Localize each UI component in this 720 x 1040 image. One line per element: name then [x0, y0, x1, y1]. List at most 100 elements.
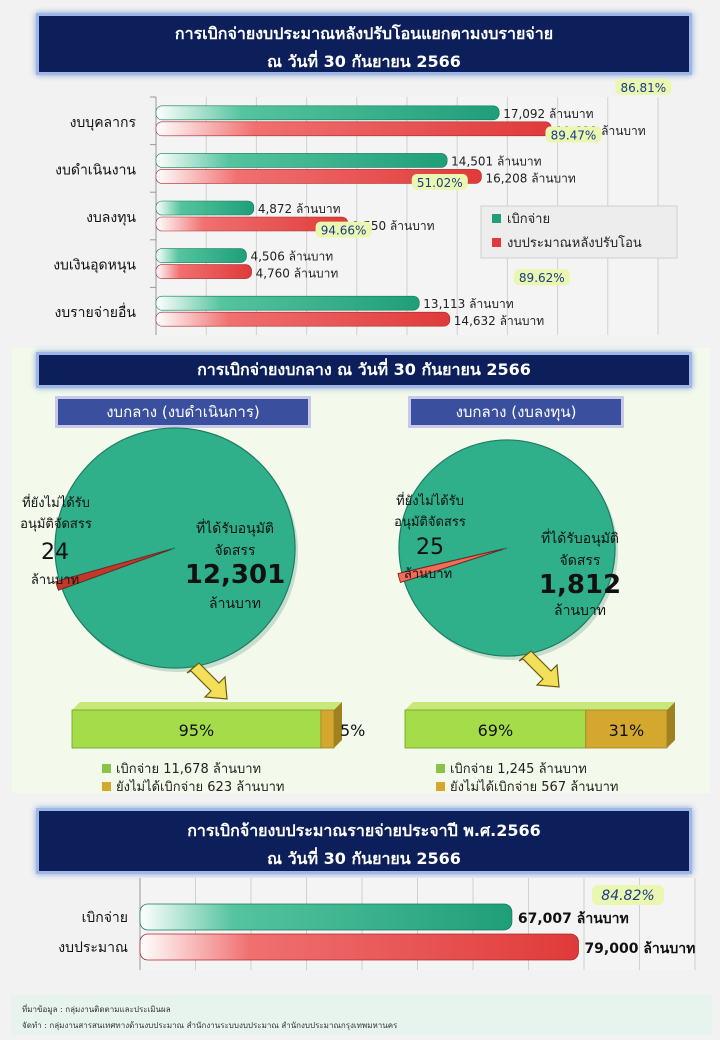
- left-approved-label-line1: ที่ได้รับอนุมัติ: [195, 521, 275, 537]
- left-pie-subtitle: งบกลาง (งบดำเนินการ): [55, 396, 311, 428]
- percent-badge: [513, 269, 570, 286]
- bar-disbursed: [155, 153, 448, 168]
- bar-disbursed: [139, 903, 513, 931]
- bar-disbursed: [155, 295, 420, 311]
- value-label: 67,007 ล้านบาท: [518, 911, 629, 927]
- right-pending-unit: ล้านบาท: [403, 567, 453, 582]
- value-label: 79,000 ล้านบาท: [584, 941, 695, 957]
- right-pending-label-line2: อนุมัติจัดสรร: [394, 515, 466, 530]
- bottom-chart-title: การเบิกจ้ายงบประมาณรายจ่ายประจาปี พ.ศ.25…: [36, 808, 692, 874]
- left-breakdown-bar: 95% 5%: [71, 702, 365, 749]
- bar-disbursed: [155, 105, 500, 121]
- budget-value-label: 9,550 ล้านบาท: [352, 219, 435, 233]
- category-label: งบประมาณ: [58, 940, 128, 956]
- bar-segment-remaining: [320, 709, 335, 749]
- category-label: งบบุคลากร: [70, 115, 137, 131]
- right-breakdown-legend-remaining-text: ยังไม่ได้เบิกจ่าย 567 ล้านบาท: [450, 780, 619, 795]
- footer-source: ที่มาข้อมูล : กลุ่มงานติดตามและประเมินผล: [22, 1005, 171, 1014]
- category-label: เบิกจ่าย: [82, 910, 128, 926]
- left-breakdown-legend-disbursed: เบิกจ่าย 11,678 ล้านบาท: [102, 758, 261, 779]
- bottom-title-line1: การเบิกจ้ายงบประมาณรายจ่ายประจาปี พ.ศ.25…: [187, 821, 541, 840]
- bar-label-remaining: 31%: [609, 721, 645, 740]
- right-arrow-icon: [518, 650, 560, 688]
- percent-label: 86.81%: [620, 81, 666, 95]
- right-pie-slice-pending: [397, 548, 504, 583]
- left-approved-value: 12,301: [184, 560, 286, 590]
- left-pending-label: ที่ยังไม่ได้รับ อนุมัติจัดสรร: [0, 492, 112, 534]
- left-pie-slice-pending: [55, 548, 172, 591]
- right-pending-value: 25: [416, 535, 444, 560]
- right-approved-unit: ล้านบาท: [554, 603, 606, 619]
- right-approved-label-line1: ที่ได้รับอนุมัติ: [540, 531, 620, 547]
- top-chart-title: การเบิกจ่ายงบประมาณหลังปรับโอนแยกตามงบรา…: [36, 13, 692, 75]
- footer: ที่มาข้อมูล : กลุ่มงานติดตามและประเมินผล…: [10, 995, 712, 1035]
- right-approved-label-line2: จัดสรร: [559, 553, 601, 569]
- legend-green-marker: [102, 764, 111, 773]
- bar-label-disbursed: 95%: [179, 721, 215, 740]
- disbursed-value-label: 4,506 ล้านบาท: [250, 250, 333, 264]
- percent-label: 51.02%: [417, 176, 463, 190]
- legend-marker-budget: [492, 238, 501, 247]
- right-breakdown-legend-disbursed-text: เบิกจ่าย 1,245 ล้านบาท: [450, 762, 587, 777]
- top-title-line2: ณ วันที่ 30 กันยายน 2566: [267, 52, 461, 71]
- bar-segment-disbursed: [404, 709, 587, 749]
- middle-title: การเบิกจ่ายงบกลาง ณ วันที่ 30 กันยายน 25…: [197, 360, 531, 379]
- percent-label: 94.66%: [321, 224, 367, 238]
- legend-gold-marker: [102, 782, 111, 791]
- middle-chart-title: การเบิกจ่ายงบกลาง ณ วันที่ 30 กันยายน 25…: [36, 352, 692, 388]
- bar-budget: [155, 311, 451, 327]
- left-breakdown-legend-disbursed-text: เบิกจ่าย 11,678 ล้านบาท: [116, 762, 262, 777]
- bar-side-face: [334, 702, 342, 748]
- top-legend: เบิกจ่ายงบประมาณหลังปรับโอน: [480, 205, 678, 259]
- disbursed-value-label: 4,872 ล้านบาท: [258, 202, 341, 216]
- bar-budget: [139, 933, 579, 961]
- percent-label: 84.82%: [601, 888, 654, 904]
- left-breakdown-legend-remaining-text: ยังไม่ได้เบิกจ่าย 623 ล้านบาท: [116, 780, 285, 795]
- percent-label: 89.62%: [519, 271, 565, 285]
- right-breakdown-legend-disbursed: เบิกจ่าย 1,245 ล้านบาท: [436, 758, 587, 779]
- bar-budget: [155, 264, 252, 279]
- right-pending-label: ที่ยังไม่ได้รับ อนุมัติจัดสรร: [375, 490, 485, 532]
- right-approved-value: 1,812: [538, 570, 622, 600]
- bar-top-face: [72, 702, 342, 710]
- percent-badge: [315, 221, 372, 238]
- category-label: งบเงินอุดหนุน: [53, 258, 136, 274]
- left-pending-unit: ล้านบาท: [30, 573, 80, 588]
- category-label: งบรายจ่ายอื่น: [54, 303, 136, 321]
- left-approved-label: ที่ได้รับอนุมัติ จัดสรร: [180, 518, 290, 562]
- left-pending-label-line1: ที่ยังไม่ได้รับ: [22, 496, 90, 511]
- bar-disbursed: [155, 248, 247, 263]
- left-arrow-icon: [186, 662, 228, 700]
- left-approved-unit: ล้านบาท: [209, 596, 261, 612]
- right-breakdown-legend-remaining: ยังไม่ได้เบิกจ่าย 567 ล้านบาท: [436, 776, 619, 797]
- bar-segment-disbursed: [71, 709, 322, 749]
- right-approved-label: ที่ได้รับอนุมัติ จัดสรร: [525, 528, 635, 572]
- budget-value-label: 14,632 ล้านบาท: [454, 314, 544, 328]
- bar-label-disbursed: 69%: [478, 721, 514, 740]
- budget-value-label: 16,208 ล้านบาท: [485, 171, 575, 185]
- disbursed-value-label: 17,092 ล้านบาท: [503, 107, 593, 121]
- left-pending-value: 24: [41, 540, 69, 565]
- category-label: งบลงทุน: [86, 210, 136, 226]
- bar-label-remaining: 5%: [340, 721, 365, 740]
- legend-label-budget: งบประมาณหลังปรับโอน: [507, 235, 642, 251]
- legend-box: [480, 205, 678, 259]
- left-pie-slice-approved: [54, 427, 296, 669]
- right-pending-label-line1: ที่ยังไม่ได้รับ: [396, 494, 464, 509]
- legend-gold-marker: [436, 782, 445, 791]
- bar-side-face: [667, 702, 675, 748]
- top-title-line1: การเบิกจ่ายงบประมาณหลังปรับโอนแยกตามงบรา…: [174, 24, 554, 43]
- bar-disbursed: [155, 200, 255, 216]
- left-breakdown-legend-remaining: ยังไม่ได้เบิกจ่าย 623 ล้านบาท: [102, 776, 285, 797]
- disbursed-value-label: 14,501 ล้านบาท: [451, 154, 541, 168]
- bar-segment-remaining: [585, 709, 668, 749]
- percent-badge: [592, 885, 664, 905]
- bar-budget: [155, 169, 482, 184]
- percent-badge: [411, 174, 468, 190]
- disbursed-value-label: 13,113 ล้านบาท: [423, 297, 513, 311]
- left-approved-label-line2: จัดสรร: [214, 543, 256, 559]
- legend-marker-disbursed: [492, 214, 501, 223]
- percent-label: 89.47%: [551, 128, 597, 142]
